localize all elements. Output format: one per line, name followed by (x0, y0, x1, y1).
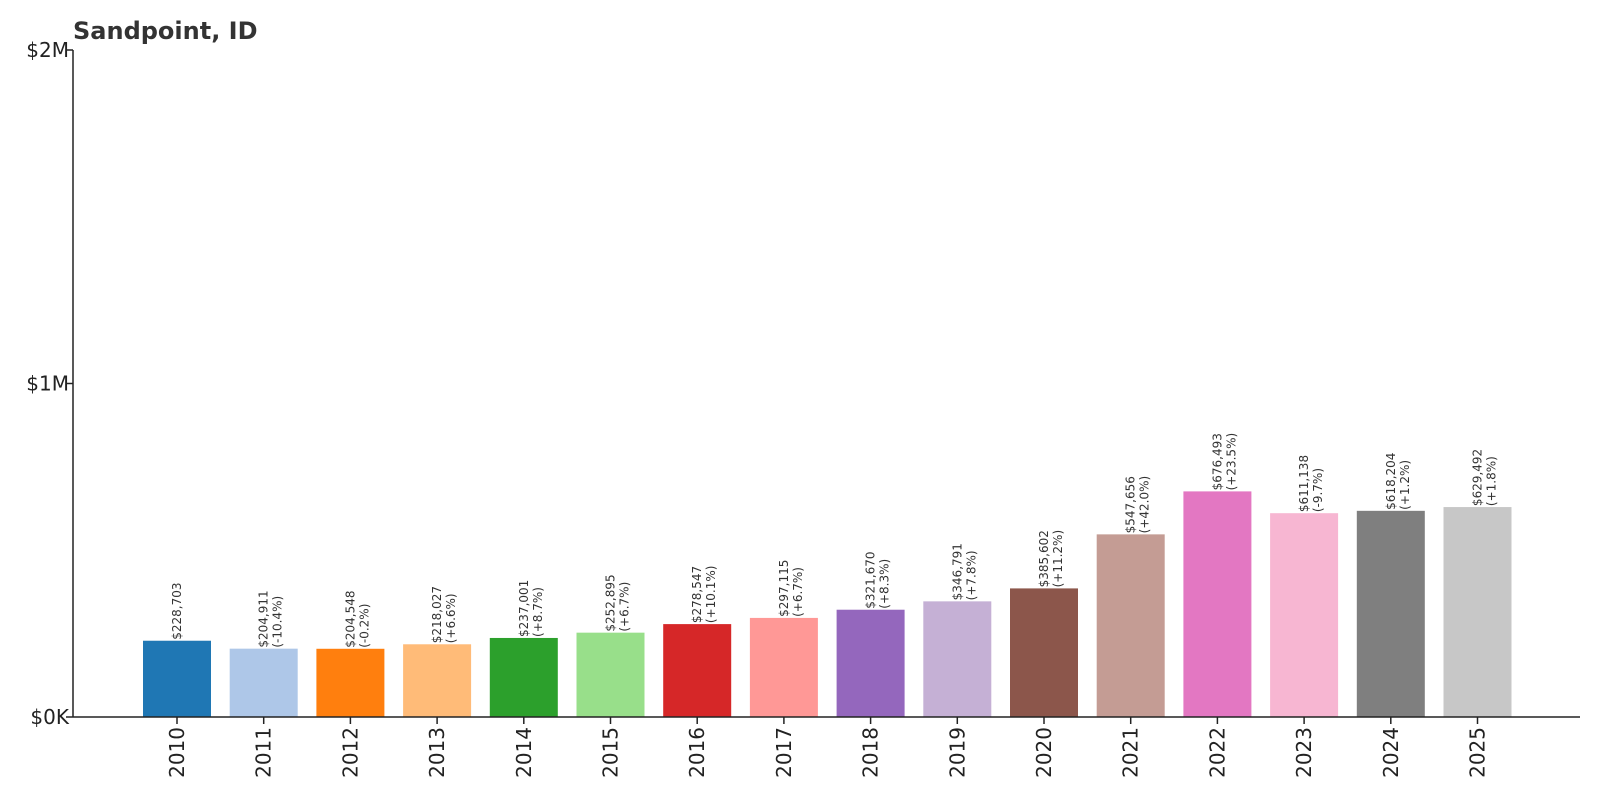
change-label-2022: (+23.5%) (1224, 433, 1238, 491)
change-label-2017: (+6.7%) (791, 567, 805, 617)
bar-2012 (316, 648, 385, 717)
x-tick-label-2024: 2024 (1379, 727, 1403, 778)
value-label-2017: $297,115 (777, 560, 791, 617)
value-label-2013: $218,027 (430, 586, 444, 643)
bar-2017 (749, 617, 818, 717)
x-axis-ticks: 2010 2011 2012 2013 2014 2015 2016 2017 2018 2019… (165, 717, 1490, 778)
change-label-2015: (+6.7%) (618, 582, 632, 632)
value-label-2023: $611,138 (1297, 455, 1311, 512)
bar-2013 (403, 644, 472, 717)
x-tick-label-2015: 2015 (599, 727, 623, 778)
value-label-2024: $618,204 (1384, 453, 1398, 510)
x-tick-label-2013: 2013 (425, 727, 449, 778)
x-tick-label-2019: 2019 (945, 727, 969, 778)
value-label-2019: $346,791 (950, 543, 964, 600)
value-label-2012: $204,548 (343, 591, 357, 648)
value-label-2014: $237,001 (517, 580, 531, 637)
change-label-2018: (+8.3%) (878, 559, 892, 609)
change-label-2021: (+42.0%) (1138, 476, 1152, 534)
bar-2021 (1096, 534, 1165, 717)
bar-2020 (1010, 588, 1078, 717)
change-label-2013: (+6.6%) (444, 593, 458, 643)
change-label-2020: (+11.2%) (1051, 530, 1065, 588)
x-tick-label-2022: 2022 (1205, 727, 1229, 778)
bar-2025 (1443, 507, 1512, 717)
y-tick-label: $1M (26, 372, 69, 396)
change-label-2014: (+8.7%) (531, 587, 545, 637)
bar-2011 (229, 648, 298, 717)
bar-2019 (923, 601, 992, 717)
bar-2014 (489, 637, 558, 717)
x-tick-label-2023: 2023 (1292, 727, 1316, 778)
data-labels: $228,703 $204,911 (-10.4%) $204,548 (-0.2%) $… (170, 433, 1499, 648)
value-label-2022: $676,493 (1210, 433, 1224, 490)
change-label-2023: (-9.7%) (1311, 468, 1325, 512)
y-tick-label: $0K (30, 705, 69, 729)
x-tick-label-2020: 2020 (1032, 727, 1056, 778)
value-label-2015: $252,895 (604, 574, 618, 631)
x-tick-label-2014: 2014 (512, 727, 536, 778)
bar-2016 (663, 624, 732, 717)
change-label-2011: (-10.4%) (271, 596, 285, 648)
change-label-2016: (+10.1%) (704, 566, 718, 624)
bar-2015 (576, 632, 645, 717)
change-label-2012: (-0.2%) (357, 604, 371, 648)
x-tick-label-2011: 2011 (252, 727, 276, 778)
y-tick-label: $2M (26, 38, 69, 62)
value-label-2016: $278,547 (690, 566, 704, 623)
bar-2022 (1183, 491, 1252, 717)
x-tick-label-2010: 2010 (165, 727, 189, 778)
value-label-2020: $385,602 (1037, 530, 1051, 587)
chart-title: Sandpoint, ID (73, 17, 258, 45)
value-label-2021: $547,656 (1124, 476, 1138, 533)
value-label-2025: $629,492 (1471, 449, 1485, 506)
x-tick-label-2016: 2016 (685, 727, 709, 778)
x-tick-label-2018: 2018 (859, 727, 883, 778)
bars (143, 491, 1512, 717)
x-tick-label-2025: 2025 (1466, 727, 1490, 778)
bar-2023 (1270, 513, 1339, 717)
y-axis-ticks: $0K $1M $2M (26, 38, 73, 729)
x-tick-label-2017: 2017 (772, 727, 796, 778)
change-label-2019: (+7.8%) (964, 550, 978, 600)
value-label-2018: $321,670 (864, 551, 878, 608)
change-label-2025: (+1.8%) (1485, 456, 1499, 506)
value-label-2011: $204,911 (257, 590, 271, 647)
x-tick-label-2021: 2021 (1119, 727, 1143, 778)
bar-2018 (836, 609, 905, 717)
value-label-2010: $228,703 (170, 582, 184, 639)
bar-2024 (1356, 510, 1425, 717)
bar-2010 (143, 640, 211, 717)
x-tick-label-2012: 2012 (338, 727, 362, 778)
change-label-2024: (+1.2%) (1398, 460, 1412, 510)
